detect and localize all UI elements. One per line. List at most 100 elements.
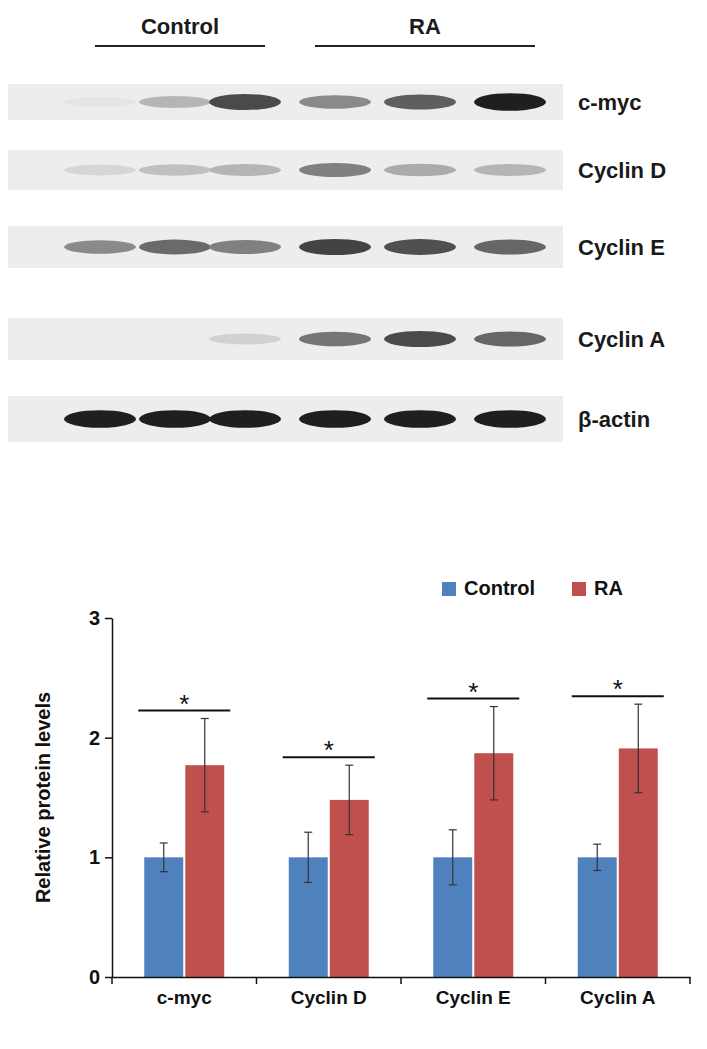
error-bar [449,830,457,885]
row-label: Cyclin D [578,158,666,183]
row-label: Cyclin E [578,235,665,260]
error-cap [345,834,353,835]
significance-label: * [468,677,478,707]
row-label: c-myc [578,90,642,115]
western-blot: ControlRAc-mycCyclin DCyclin ECyclin Aβ-… [8,14,666,442]
error-stem [349,765,350,834]
row-label: Cyclin A [578,327,665,352]
error-cap [449,884,457,885]
figure: ControlRAc-mycCyclin DCyclin ECyclin Aβ-… [0,0,707,1049]
legend: ControlRA [442,577,623,599]
group-label: Control [141,14,219,39]
blot-band [209,410,281,428]
error-cap [490,799,498,800]
blot-band [384,239,456,255]
x-tick-label: Cyclin A [580,987,656,1008]
x-tick: Cyclin D [291,977,367,1008]
category-separator [689,977,691,984]
y-tick: 2 [89,727,112,749]
blot-band [384,410,456,428]
blot-band [139,96,211,108]
error-stem [163,843,164,872]
error-bar [593,844,601,870]
blot-band [299,163,371,177]
blot-band [299,95,371,109]
error-cap [201,718,209,719]
y-tick-label: 3 [89,607,100,629]
blot-band [474,164,546,176]
blot-strip [8,226,563,268]
x-tick: Cyclin E [436,977,511,1008]
error-cap [201,811,209,812]
significance-label: * [179,689,189,719]
y-axis-line [112,619,114,978]
blot-band [209,94,281,110]
blot-strip [8,396,563,442]
blot-band [384,164,456,176]
y-tick-label: 0 [89,966,100,988]
y-tick-mark [105,618,112,620]
x-tick-label: Cyclin E [436,987,511,1008]
error-cap [160,842,168,843]
error-stem [452,830,453,885]
error-bar [634,704,642,793]
blot-band [384,331,456,347]
x-tick-label: Cyclin D [291,987,367,1008]
y-tick: 3 [89,607,112,629]
blot-strip [8,318,563,360]
significance-label: * [613,674,623,704]
error-stem [638,704,639,793]
bar-chart: ****0123c-mycCyclin DCyclin ECyclin ARel… [32,577,691,1008]
blot-band [474,410,546,428]
blot-band [64,240,136,254]
blot-band [209,334,281,345]
blot-band [64,410,136,428]
error-stem [597,844,598,870]
error-cap [593,844,601,845]
legend-swatch [572,582,586,596]
y-axis: 0 1 2 3 [89,607,113,988]
blot-strip [8,150,563,190]
error-cap [160,871,168,872]
error-bar [201,719,209,812]
blot-band [139,410,211,428]
group-label: RA [409,14,441,39]
legend-swatch [442,582,456,596]
bar [144,857,183,977]
x-axis: c-myc Cyclin D Cyclin E Cyclin A [113,977,691,1008]
category-separator [111,977,113,984]
x-tick: Cyclin A [580,977,656,1008]
blot-band [299,332,371,346]
error-stem [308,832,309,882]
error-cap [345,765,353,766]
blot-band [474,93,546,111]
group-line [315,45,535,47]
y-axis-title: Relative protein levels [32,692,54,903]
y-tick-mark [105,737,112,739]
error-stem [493,707,494,800]
x-tick: c-myc [157,977,212,1008]
error-cap [634,704,642,705]
y-tick: 1 [89,846,112,868]
category-separator [256,977,258,984]
blot-band [64,165,136,176]
blot-band [474,332,546,347]
category-separator [400,977,402,984]
error-bar [304,832,312,882]
error-bar [160,843,168,872]
bar [578,857,617,977]
blot-band [474,240,546,255]
group-line [95,45,265,47]
blot-band [209,164,281,176]
error-cap [634,792,642,793]
error-bar [345,765,353,834]
error-cap [304,882,312,883]
blot-band [139,164,211,176]
y-tick-label: 2 [89,727,100,749]
plot-area [144,704,658,977]
y-tick-mark [105,977,112,979]
category-separator [545,977,547,984]
blot-band [209,240,281,254]
blot-band [299,239,371,255]
error-cap [304,832,312,833]
